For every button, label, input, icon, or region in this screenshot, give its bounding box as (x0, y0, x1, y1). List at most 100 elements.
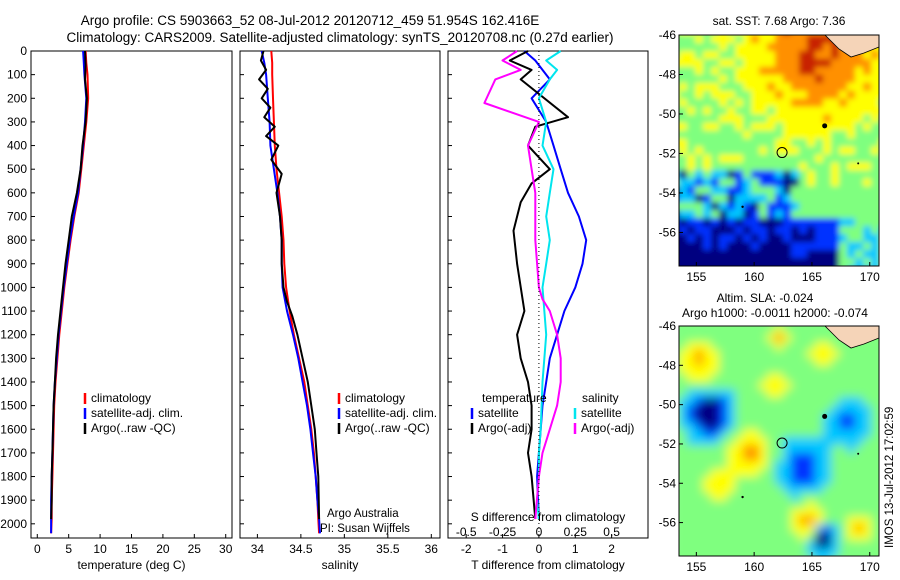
field-cell (743, 452, 752, 462)
field-cell (679, 357, 688, 367)
field-cell (695, 122, 704, 132)
field-cell (839, 50, 848, 60)
field-cell (815, 82, 824, 92)
x-tick-label: 1 (572, 542, 579, 556)
field-cell (711, 250, 720, 259)
field-cell (871, 397, 879, 407)
field-cell (815, 405, 824, 414)
field-cell (727, 258, 736, 266)
field-cell (823, 35, 832, 44)
field-cell (767, 556, 776, 565)
field-cell (751, 326, 760, 335)
field-cell (719, 218, 728, 227)
field-cell (743, 146, 752, 156)
field-cell (695, 106, 704, 116)
field-cell (823, 226, 832, 235)
field-cell (791, 413, 800, 422)
field-cell (775, 532, 784, 541)
field-cell (767, 50, 776, 60)
field-cell (879, 59, 888, 68)
sst_map-field (679, 27, 888, 266)
y-tick-label: 0 (20, 44, 27, 58)
field-cell (871, 460, 879, 470)
field-cell (679, 437, 688, 446)
field-cell (783, 122, 792, 132)
field-cell (855, 162, 864, 172)
field-cell (727, 508, 736, 518)
field-cell (679, 202, 688, 212)
field-cell (783, 74, 792, 84)
field-cell (679, 250, 680, 259)
field-cell (767, 492, 776, 502)
field-cell (863, 365, 872, 375)
field-cell (751, 186, 760, 196)
field-cell (735, 484, 744, 494)
field-cell (879, 27, 888, 36)
field-cell (847, 484, 856, 494)
field-cell (735, 146, 744, 156)
field-cell (823, 58, 832, 68)
field-cell (799, 50, 808, 60)
field-cell (831, 548, 840, 556)
field-cell (727, 194, 736, 204)
field-cell (703, 341, 712, 351)
field-cell (871, 74, 879, 84)
field-cell (751, 540, 760, 549)
field-cell (743, 58, 752, 68)
field-cell (871, 210, 879, 219)
field-cell (679, 460, 680, 470)
field-cell (839, 508, 848, 518)
legend-temperature-label: Argo(-adj) (478, 421, 531, 435)
field-cell (687, 58, 696, 68)
field-cell (735, 548, 744, 556)
field-cell (831, 186, 840, 196)
field-cell (831, 58, 840, 68)
field-cell (775, 492, 784, 502)
field-cell (871, 357, 879, 367)
field-cell (711, 138, 720, 148)
field-cell (863, 218, 872, 227)
field-cell (767, 405, 776, 414)
field-cell (759, 146, 768, 156)
field-cell (807, 405, 816, 414)
field-cell (815, 365, 824, 375)
field-cell (719, 250, 728, 259)
field-cell (855, 122, 864, 132)
field-cell (695, 437, 704, 446)
field-cell (695, 524, 704, 533)
field-cell (687, 326, 696, 335)
field-cell (839, 234, 848, 243)
field-cell (815, 234, 824, 243)
field-cell (703, 540, 712, 549)
field-cell (823, 421, 832, 430)
x-tick-label: 170 (860, 560, 880, 574)
field-cell (855, 170, 864, 180)
field-cell (831, 389, 840, 399)
series-salinity-satellite (536, 50, 562, 520)
field-cell (679, 548, 688, 556)
field-cell (807, 452, 816, 462)
field-cell (799, 98, 808, 108)
field-cell (799, 178, 808, 188)
series-satellite-adj-clim- (50, 50, 88, 534)
field-cell (815, 389, 824, 399)
field-cell (847, 242, 856, 251)
field-cell (839, 186, 848, 196)
field-cell (695, 66, 704, 76)
field-cell (831, 429, 840, 438)
y-tick-label: -50 (659, 107, 677, 121)
field-cell (727, 500, 736, 510)
field-cell (727, 74, 736, 84)
field-cell (815, 226, 824, 235)
field-cell (799, 218, 808, 227)
field-cell (799, 349, 808, 359)
field-cell (743, 186, 752, 196)
field-cell (783, 413, 792, 422)
field-cell (679, 58, 688, 68)
field-cell (791, 202, 800, 212)
x-tick-label: 0 (536, 542, 543, 556)
x-tick-label: 15 (125, 542, 139, 556)
field-cell (727, 389, 736, 399)
field-cell (727, 460, 736, 470)
